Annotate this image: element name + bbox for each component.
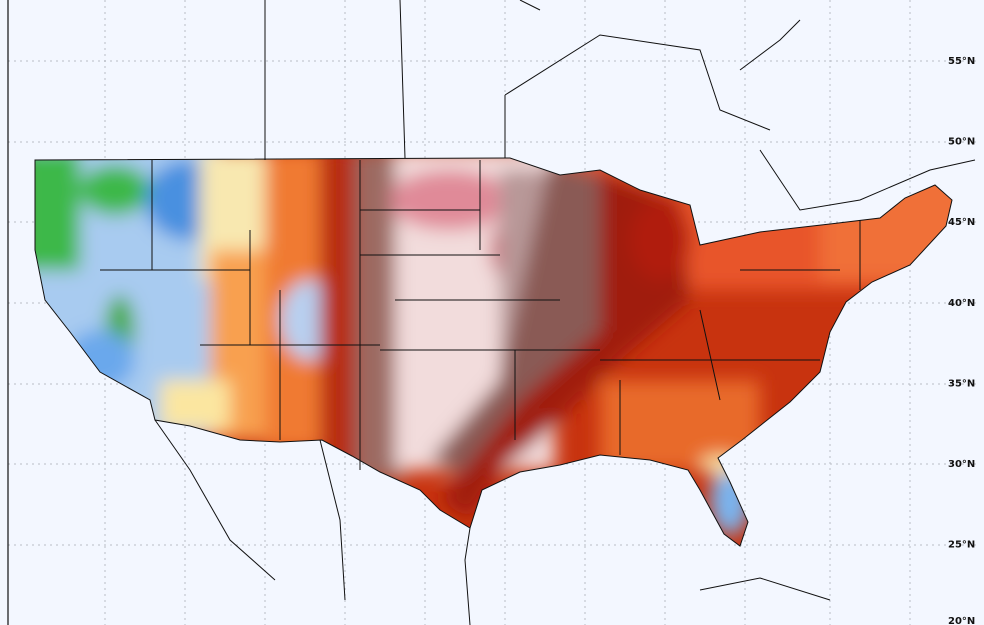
latitude-label: 30°N (948, 459, 975, 470)
latitude-labels: 55°N 50°N 45°N 40°N 35°N 30°N 25°N 20°N (948, 56, 975, 625)
boundaries (7, 0, 976, 625)
latitude-label: 35°N (948, 378, 975, 389)
latitude-label: 45°N (948, 217, 975, 228)
latitude-label: 55°N (948, 56, 975, 67)
latitude-label: 50°N (948, 137, 975, 148)
latitude-label: 25°N (948, 540, 975, 551)
latitude-label: 20°N (948, 616, 975, 625)
latitude-label: 40°N (948, 298, 975, 309)
